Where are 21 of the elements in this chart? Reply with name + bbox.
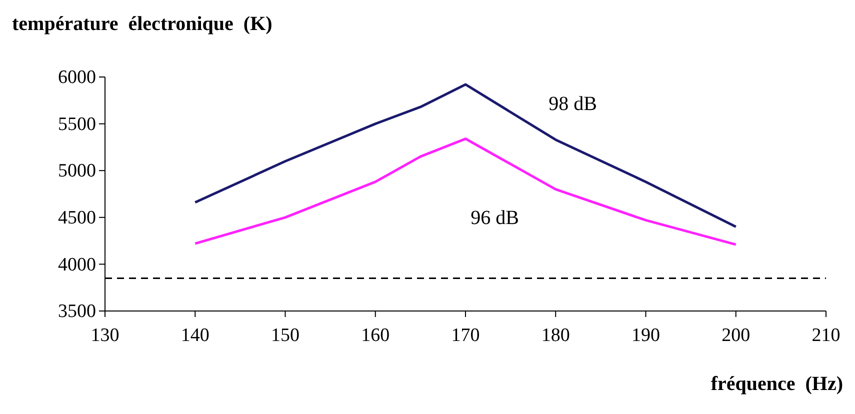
series-label: 96 dB <box>470 207 519 230</box>
line-series <box>194 138 738 246</box>
x-tick-label: 160 <box>361 324 390 346</box>
y-tick-label: 5000 <box>58 160 96 182</box>
x-tick-label: 190 <box>632 324 660 346</box>
x-tick-label: 170 <box>451 324 480 346</box>
y-tick-label: 5500 <box>58 114 96 135</box>
x-tick-label: 140 <box>180 324 210 346</box>
x-tick-label: 150 <box>271 324 300 346</box>
x-tick-label: 180 <box>541 324 570 346</box>
x-tick-label: 130 <box>90 324 120 346</box>
y-tick-label: 4500 <box>58 207 96 228</box>
line-series <box>194 83 738 228</box>
x-tick-label: 200 <box>722 324 750 346</box>
y-axis-title: température électronique (K) <box>12 13 272 35</box>
x-axis-title: fréquence (Hz) <box>710 373 843 395</box>
series-label: 98 dB <box>548 93 597 116</box>
y-tick-label: 6000 <box>58 67 96 88</box>
x-tick-label: 210 <box>812 324 840 346</box>
y-tick-label: 4000 <box>58 254 96 276</box>
y-tick-label: 3500 <box>58 301 96 322</box>
